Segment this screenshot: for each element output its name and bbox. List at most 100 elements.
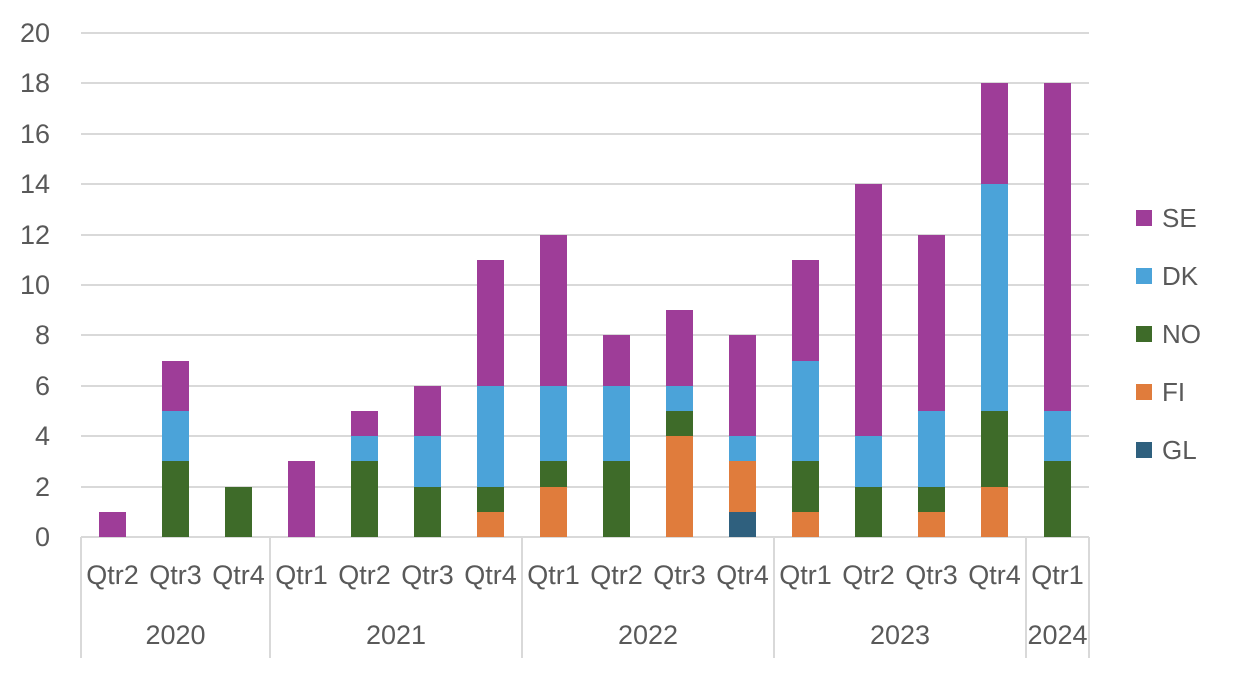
x-tick-label-quarter: Qtr3 <box>905 560 958 590</box>
bar-segment-no-2021-qtr4 <box>477 486 504 512</box>
bar-segment-se-2023-qtr4 <box>981 83 1008 185</box>
bar-segment-no-2021-qtr3 <box>414 486 441 537</box>
axis-group-separator <box>80 537 82 658</box>
y-tick-label: 2 <box>34 471 50 502</box>
bar-segment-se-2021-qtr3 <box>414 385 441 437</box>
legend-swatch-no <box>1136 326 1152 342</box>
bar-segment-se-2023-qtr3 <box>918 234 945 411</box>
bar-segment-dk-2023-qtr3 <box>918 411 945 487</box>
y-tick-label: 4 <box>34 421 50 452</box>
y-tick-label: 12 <box>19 219 50 250</box>
gridline <box>81 132 1089 135</box>
bar-segment-no-2023-qtr1 <box>792 461 819 512</box>
legend-item-dk: DK <box>1136 263 1198 289</box>
bar-segment-no-2024-qtr1 <box>1044 461 1071 537</box>
x-tick-label-quarter: Qtr4 <box>212 560 265 590</box>
x-tick-label-quarter: Qtr4 <box>464 560 517 590</box>
legend-swatch-gl <box>1136 442 1152 458</box>
legend-label-se: SE <box>1162 203 1197 233</box>
bar-segment-fi-2022-qtr3 <box>666 436 693 537</box>
x-tick-label-quarter: Qtr2 <box>590 560 643 590</box>
bar-segment-no-2023-qtr3 <box>918 486 945 512</box>
legend-swatch-se <box>1136 210 1152 226</box>
legend-label-fi: FI <box>1162 377 1186 407</box>
x-group-label-year: 2020 <box>145 620 206 650</box>
bar-segment-no-2022-qtr3 <box>666 411 693 437</box>
y-tick-label: 16 <box>19 118 50 149</box>
x-tick-label-quarter: Qtr1 <box>527 560 580 590</box>
y-tick-label: 14 <box>19 169 50 200</box>
bar-segment-no-2023-qtr2 <box>855 486 882 537</box>
gridline <box>81 384 1089 387</box>
bar-segment-dk-2023-qtr4 <box>981 184 1008 411</box>
y-tick-label: 18 <box>19 68 50 99</box>
x-group-label-year: 2023 <box>869 620 931 650</box>
axis-group-separator <box>521 537 523 658</box>
bar-segment-dk-2022-qtr3 <box>666 385 693 411</box>
legend-swatch-fi <box>1136 384 1152 400</box>
bar-segment-dk-2023-qtr1 <box>792 360 819 462</box>
bar-segment-fi-2022-qtr1 <box>540 486 567 537</box>
x-tick-label-quarter: Qtr1 <box>779 560 832 590</box>
y-tick-label: 0 <box>34 522 50 552</box>
bar-segment-dk-2022-qtr2 <box>603 385 630 462</box>
bar-segment-no-2022-qtr1 <box>540 461 567 487</box>
bar-segment-dk-2020-qtr3 <box>162 411 189 462</box>
x-group-label-year: 2024 <box>1027 620 1088 650</box>
gridline <box>81 334 1089 337</box>
gridline <box>81 485 1089 488</box>
bar-segment-se-2020-qtr2 <box>99 511 126 537</box>
x-tick-label-quarter: Qtr3 <box>401 560 454 590</box>
bar-segment-se-2020-qtr3 <box>162 360 189 411</box>
legend-label-dk: DK <box>1162 261 1199 291</box>
bar-segment-no-2020-qtr3 <box>162 461 189 537</box>
gridline <box>81 284 1089 286</box>
x-group-label-year: 2021 <box>365 620 427 650</box>
legend-swatch-dk <box>1136 268 1152 284</box>
gridline <box>81 183 1089 186</box>
bar-segment-no-2021-qtr2 <box>351 461 378 537</box>
x-tick-label-quarter: Qtr4 <box>968 560 1021 590</box>
legend-item-fi: FI <box>1136 379 1185 405</box>
bar-segment-se-2023-qtr1 <box>792 259 819 361</box>
y-tick-label: 20 <box>19 18 50 48</box>
gridline <box>81 233 1089 236</box>
bar-segment-se-2022-qtr3 <box>666 310 693 386</box>
bar-segment-dk-2021-qtr3 <box>414 436 441 487</box>
x-group-label-year: 2022 <box>617 620 679 650</box>
x-tick-label-quarter: Qtr2 <box>338 560 391 590</box>
bar-segment-se-2023-qtr2 <box>855 184 882 437</box>
x-tick-label-quarter: Qtr1 <box>275 560 328 590</box>
bar-segment-dk-2021-qtr4 <box>477 385 504 487</box>
bar-segment-se-2021-qtr4 <box>477 259 504 386</box>
bar-segment-se-2021-qtr2 <box>351 411 378 437</box>
y-tick-label: 6 <box>34 370 50 401</box>
bar-segment-dk-2022-qtr1 <box>540 385 567 462</box>
legend-label-no: NO <box>1162 319 1201 349</box>
axis-group-separator <box>269 537 271 658</box>
bar-segment-se-2021-qtr1 <box>288 461 315 537</box>
legend-item-gl: GL <box>1136 437 1197 463</box>
gridline <box>81 32 1089 34</box>
axis-group-separator <box>1025 537 1027 658</box>
axis-group-separator <box>773 537 775 658</box>
bar-segment-dk-2021-qtr2 <box>351 436 378 462</box>
bar-segment-se-2024-qtr1 <box>1044 83 1071 411</box>
y-tick-label: 10 <box>19 270 50 300</box>
bar-segment-fi-2021-qtr4 <box>477 511 504 537</box>
x-tick-label-quarter: Qtr3 <box>149 560 202 590</box>
bar-segment-fi-2022-qtr4 <box>729 461 756 512</box>
legend-label-gl: GL <box>1162 435 1197 465</box>
bar-segment-dk-2023-qtr2 <box>855 436 882 487</box>
bar-segment-fi-2023-qtr1 <box>792 511 819 537</box>
bar-segment-no-2020-qtr4 <box>225 486 252 537</box>
x-tick-label-quarter: Qtr3 <box>653 560 706 590</box>
bar-segment-gl-2022-qtr4 <box>729 511 756 537</box>
gridline <box>81 435 1089 438</box>
bar-segment-se-2022-qtr4 <box>729 335 756 437</box>
x-axis-line <box>81 536 1089 538</box>
bar-segment-dk-2024-qtr1 <box>1044 411 1071 462</box>
bar-segment-dk-2022-qtr4 <box>729 436 756 462</box>
legend-item-se: SE <box>1136 205 1197 231</box>
